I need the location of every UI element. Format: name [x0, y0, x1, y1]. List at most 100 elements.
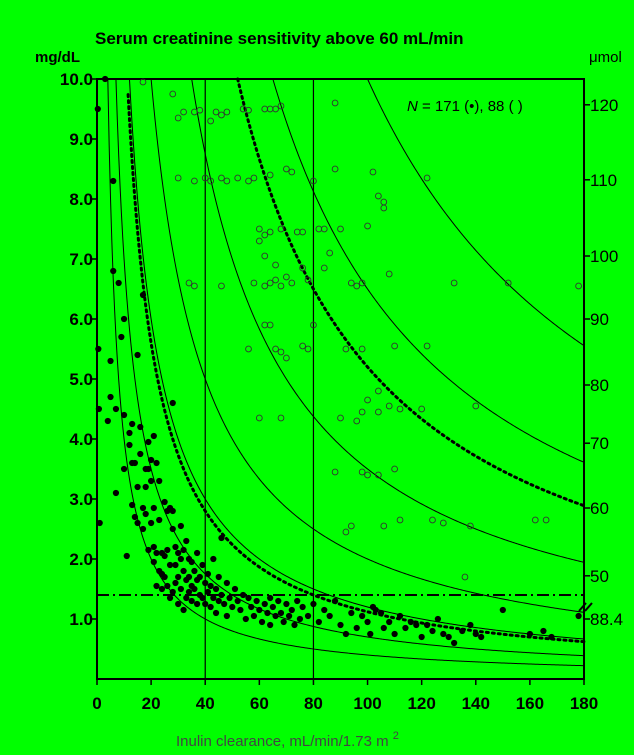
data-point-filled: [359, 612, 366, 620]
data-point-filled: [156, 477, 163, 485]
data-point-open: [347, 522, 355, 530]
data-point-filled: [272, 612, 279, 620]
data-point-open: [364, 471, 371, 479]
data-point-filled: [175, 573, 182, 581]
data-point-open: [439, 519, 447, 527]
data-point-filled: [196, 573, 203, 581]
left-tick-label: 1.0: [69, 610, 93, 629]
data-point-open: [174, 114, 182, 122]
data-point-open: [320, 225, 328, 233]
data-point-filled: [120, 315, 128, 323]
data-point-filled: [256, 606, 263, 614]
x-tick-label: 0: [92, 694, 101, 713]
data-point-open: [385, 270, 393, 278]
data-point-filled: [218, 591, 225, 599]
data-point-filled: [258, 618, 266, 626]
data-point-filled: [267, 594, 274, 602]
data-point-filled: [231, 585, 239, 593]
data-point-filled: [164, 546, 171, 554]
data-point-filled: [423, 621, 431, 629]
data-point-filled: [526, 630, 533, 638]
data-point-open: [266, 105, 274, 113]
chart-title: Serum creatinine sensitivity above 60 mL…: [95, 29, 463, 48]
data-point-open: [342, 345, 350, 353]
data-point-filled: [229, 603, 236, 611]
data-point-filled: [391, 630, 398, 638]
data-point-filled: [175, 600, 182, 608]
data-point-open: [255, 414, 263, 422]
data-point-filled: [194, 549, 201, 557]
data-point-open: [347, 279, 355, 287]
data-point-open: [337, 225, 344, 233]
data-point-filled: [139, 525, 147, 533]
data-point-filled: [445, 633, 452, 641]
data-point-filled: [131, 459, 138, 467]
data-point-filled: [148, 519, 155, 527]
data-point-open: [277, 414, 285, 422]
data-point-open: [380, 204, 388, 212]
data-point-open: [358, 408, 366, 416]
data-point-filled: [440, 630, 447, 638]
data-point-filled: [285, 612, 293, 620]
data-point-open: [207, 117, 214, 125]
solid-curve-6: [367, 78, 585, 347]
data-point-filled: [183, 537, 190, 545]
data-point-filled: [137, 423, 144, 431]
data-point-open: [375, 471, 382, 479]
data-point-filled: [250, 612, 258, 620]
data-point-filled: [291, 621, 298, 629]
data-point-filled: [158, 585, 166, 593]
data-point-filled: [180, 606, 187, 614]
data-point-filled: [321, 606, 328, 614]
data-point-filled: [137, 450, 144, 458]
left-tick-label: 4.0: [69, 430, 93, 449]
reference-lines: [97, 79, 584, 679]
data-point-open: [315, 225, 323, 233]
left-tick-label: 8.0: [69, 190, 93, 209]
data-point-filled: [172, 561, 179, 569]
break-mark: [578, 602, 593, 612]
right-tick-label: 70: [590, 434, 609, 453]
x-tick-label: 180: [570, 694, 598, 713]
x-axis-label: Inulin clearance, mL/min/1.73 m 2: [176, 730, 399, 750]
data-point-filled: [166, 561, 174, 569]
data-point-open: [450, 279, 458, 287]
solid-curve-4: [191, 78, 585, 563]
data-point-filled: [337, 621, 344, 629]
data-point-filled: [253, 597, 260, 605]
data-point-filled: [123, 552, 130, 560]
data-point-open: [255, 225, 263, 233]
data-point-filled: [248, 603, 255, 611]
data-point-open: [250, 279, 258, 287]
data-point-filled: [367, 630, 374, 638]
data-point-open: [277, 102, 285, 110]
data-point-open: [299, 264, 306, 272]
data-point-open: [396, 405, 404, 413]
data-point-open: [207, 177, 214, 185]
data-point-open: [331, 468, 339, 476]
data-point-filled: [164, 582, 171, 590]
data-point-filled: [540, 627, 547, 635]
data-point-open: [261, 231, 269, 239]
data-point-filled: [207, 582, 214, 590]
data-point-filled: [377, 609, 385, 617]
data-point-open: [575, 282, 582, 290]
left-tick-label: 10.0: [60, 70, 93, 89]
data-point-open: [364, 396, 371, 404]
data-point-filled: [145, 438, 152, 446]
data-point-open: [310, 321, 317, 329]
data-point-open: [542, 516, 550, 524]
solid-curve-2: [128, 78, 585, 640]
data-point-filled: [348, 609, 355, 617]
solid-curve-1: [115, 78, 585, 657]
right-tick-label: 100: [590, 247, 618, 266]
x-tick-label: 20: [142, 694, 161, 713]
data-point-filled: [210, 555, 217, 563]
data-point-filled: [407, 618, 414, 626]
data-point-filled: [183, 594, 190, 602]
data-point-filled: [126, 441, 133, 449]
data-point-filled: [148, 456, 155, 464]
data-point-filled: [131, 513, 138, 521]
data-point-filled: [288, 606, 295, 614]
data-point-filled: [353, 624, 360, 632]
